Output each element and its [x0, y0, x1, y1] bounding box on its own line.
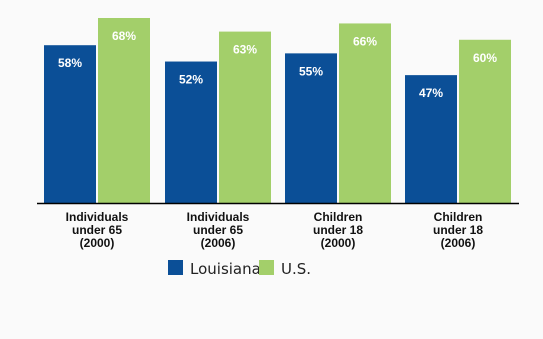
- bar-value-label: 52%: [179, 73, 203, 87]
- bar-u-s-3: [339, 23, 391, 203]
- legend: Louisiana U.S.: [168, 260, 311, 278]
- category-label: (2006): [201, 236, 236, 250]
- category-label: (2000): [321, 236, 356, 250]
- category-label: (2006): [441, 236, 476, 250]
- bar-u-s-2: [219, 31, 271, 204]
- bar-value-label: 66%: [353, 34, 377, 48]
- legend-swatch-louisiana: [168, 260, 183, 275]
- category-label: under 65: [72, 223, 122, 237]
- category-label: Children: [434, 210, 483, 224]
- bar-value-label: 60%: [473, 51, 497, 65]
- legend-label-louisiana: Louisiana: [190, 260, 261, 278]
- bar-value-label: 55%: [299, 64, 323, 78]
- category-label: Children: [314, 210, 363, 224]
- category-label: under 18: [313, 223, 363, 237]
- bar-louisiana-4: [405, 75, 457, 203]
- category-label: under 65: [193, 223, 243, 237]
- bar-u-s-4: [459, 39, 511, 203]
- bar-louisiana-2: [165, 61, 217, 203]
- bars-layer: 58% 68% 52% 63% 55% 66% 47% 60%: [44, 18, 511, 204]
- legend-swatch-u-s: [259, 260, 274, 275]
- bar-value-label: 68%: [112, 29, 136, 43]
- category-label: (2000): [80, 236, 115, 250]
- category-label: Individuals: [66, 210, 129, 224]
- bar-louisiana-1: [44, 45, 96, 203]
- bar-value-label: 63%: [233, 43, 257, 57]
- bar-u-s-1: [98, 18, 150, 203]
- category-label: Individuals: [187, 210, 250, 224]
- category-label: under 18: [433, 223, 483, 237]
- bar-value-label: 58%: [58, 56, 82, 70]
- legend-label-u-s: U.S.: [281, 260, 311, 278]
- bar-louisiana-3: [285, 53, 337, 203]
- bar-value-label: 47%: [419, 86, 443, 100]
